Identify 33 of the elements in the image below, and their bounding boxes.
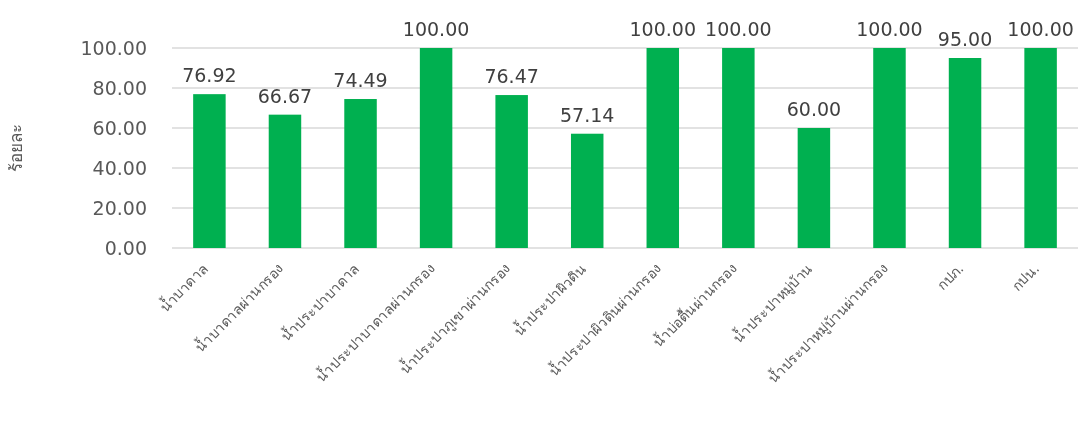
bar [193,94,226,248]
bar [873,48,906,248]
bar [948,58,982,248]
x-tick-label: กปน. [1008,260,1043,294]
data-label: 76.92 [182,64,237,87]
data-label: 100.00 [629,18,697,40]
bar [646,48,680,248]
bar [344,99,377,248]
data-label: 100.00 [402,18,470,40]
y-tick-label: 40.00 [92,156,147,179]
data-label: 100.00 [705,18,772,40]
data-label: 100.00 [1007,18,1074,40]
y-tick-label: 80.00 [92,76,147,99]
data-label: 74.49 [333,69,388,92]
y-tick-label: 60.00 [92,116,147,139]
data-label: 95.00 [937,28,993,50]
bar [722,48,755,248]
data-label: 76.47 [484,65,539,88]
bar [797,128,831,248]
data-label: 57.14 [560,103,615,126]
bar [419,48,453,248]
data-label: 60.00 [786,98,842,120]
bar [268,114,302,248]
bar [570,133,604,248]
y-tick-label: 20.00 [92,196,147,219]
bar [495,95,528,248]
data-label: 100.00 [856,18,923,40]
y-tick-label: 100.00 [80,36,147,59]
x-tick-label: กปภ. [933,260,967,294]
data-label: 66.67 [257,84,313,107]
bar [1024,48,1057,248]
y-tick-label: 0.00 [104,236,147,259]
y-axis-title: ร้อยละ [6,124,26,172]
